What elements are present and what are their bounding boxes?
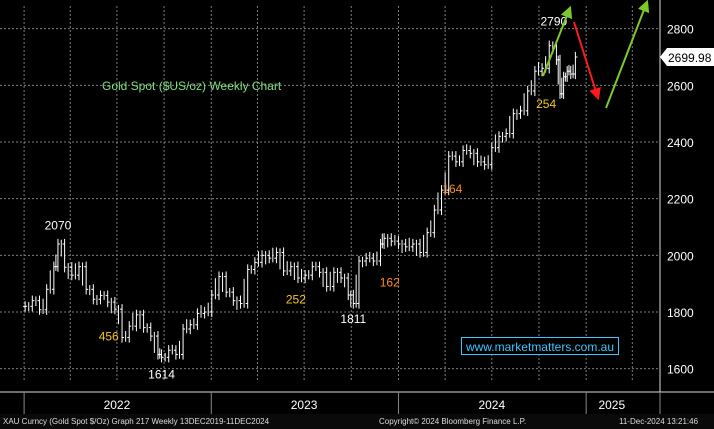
last-price-label: 2699.98 (668, 51, 712, 65)
move-label: 162 (380, 276, 400, 290)
annotations: 2070 1614 1811 2790 456 252 162 164 254 (45, 15, 568, 382)
grid-lines (0, 0, 714, 393)
price-label: 2070 (45, 219, 72, 233)
chart-title: Gold Spot ($US/oz) Weekly Chart (102, 79, 282, 93)
y-tick-label: 2400 (667, 136, 694, 150)
x-tick-label: 2023 (291, 398, 318, 412)
footer-bar: XAU Curncy (Gold Spot $/Oz) Graph 217 We… (0, 414, 714, 429)
footer-security: XAU Curncy (Gold Spot $/Oz) Graph 217 We… (3, 417, 270, 426)
down-arrow (573, 21, 601, 101)
footer-copyright: Copyright© 2024 Bloomberg Finance L.P. (379, 417, 527, 426)
last-price-box (660, 48, 714, 67)
candles (23, 40, 578, 363)
last-price-tag: 2699.98 (660, 48, 714, 67)
move-label: 252 (286, 293, 306, 307)
watermark[interactable]: www.marketmatters.com.au (461, 337, 619, 355)
x-tick-label: 2025 (598, 398, 625, 412)
x-tick-label: 2022 (104, 398, 131, 412)
forecast-arrows (542, 0, 650, 109)
move-label: 456 (99, 329, 119, 343)
y-tick-label: 2200 (667, 193, 694, 207)
up-arrow (542, 5, 573, 77)
x-tick-label: 2024 (478, 398, 505, 412)
move-label: 164 (442, 182, 462, 196)
x-axis: 2022 2023 2024 2025 (23, 392, 661, 414)
price-label: 2790 (540, 15, 567, 29)
y-tick-label: 1800 (667, 306, 694, 320)
up-arrow (605, 0, 650, 109)
price-label: 1811 (340, 312, 366, 326)
y-tick-label: 2000 (667, 249, 694, 263)
y-tick-label: 2800 (667, 23, 694, 37)
price-label: 1614 (148, 368, 175, 382)
footer-timestamp: 11-Dec-2024 13:21:46 (619, 417, 699, 426)
y-tick-label: 1600 (667, 363, 694, 377)
move-label: 254 (536, 97, 556, 111)
y-axis: 1600 1800 2000 2200 2400 2600 2800 (667, 23, 694, 377)
y-tick-label: 2600 (667, 79, 694, 93)
